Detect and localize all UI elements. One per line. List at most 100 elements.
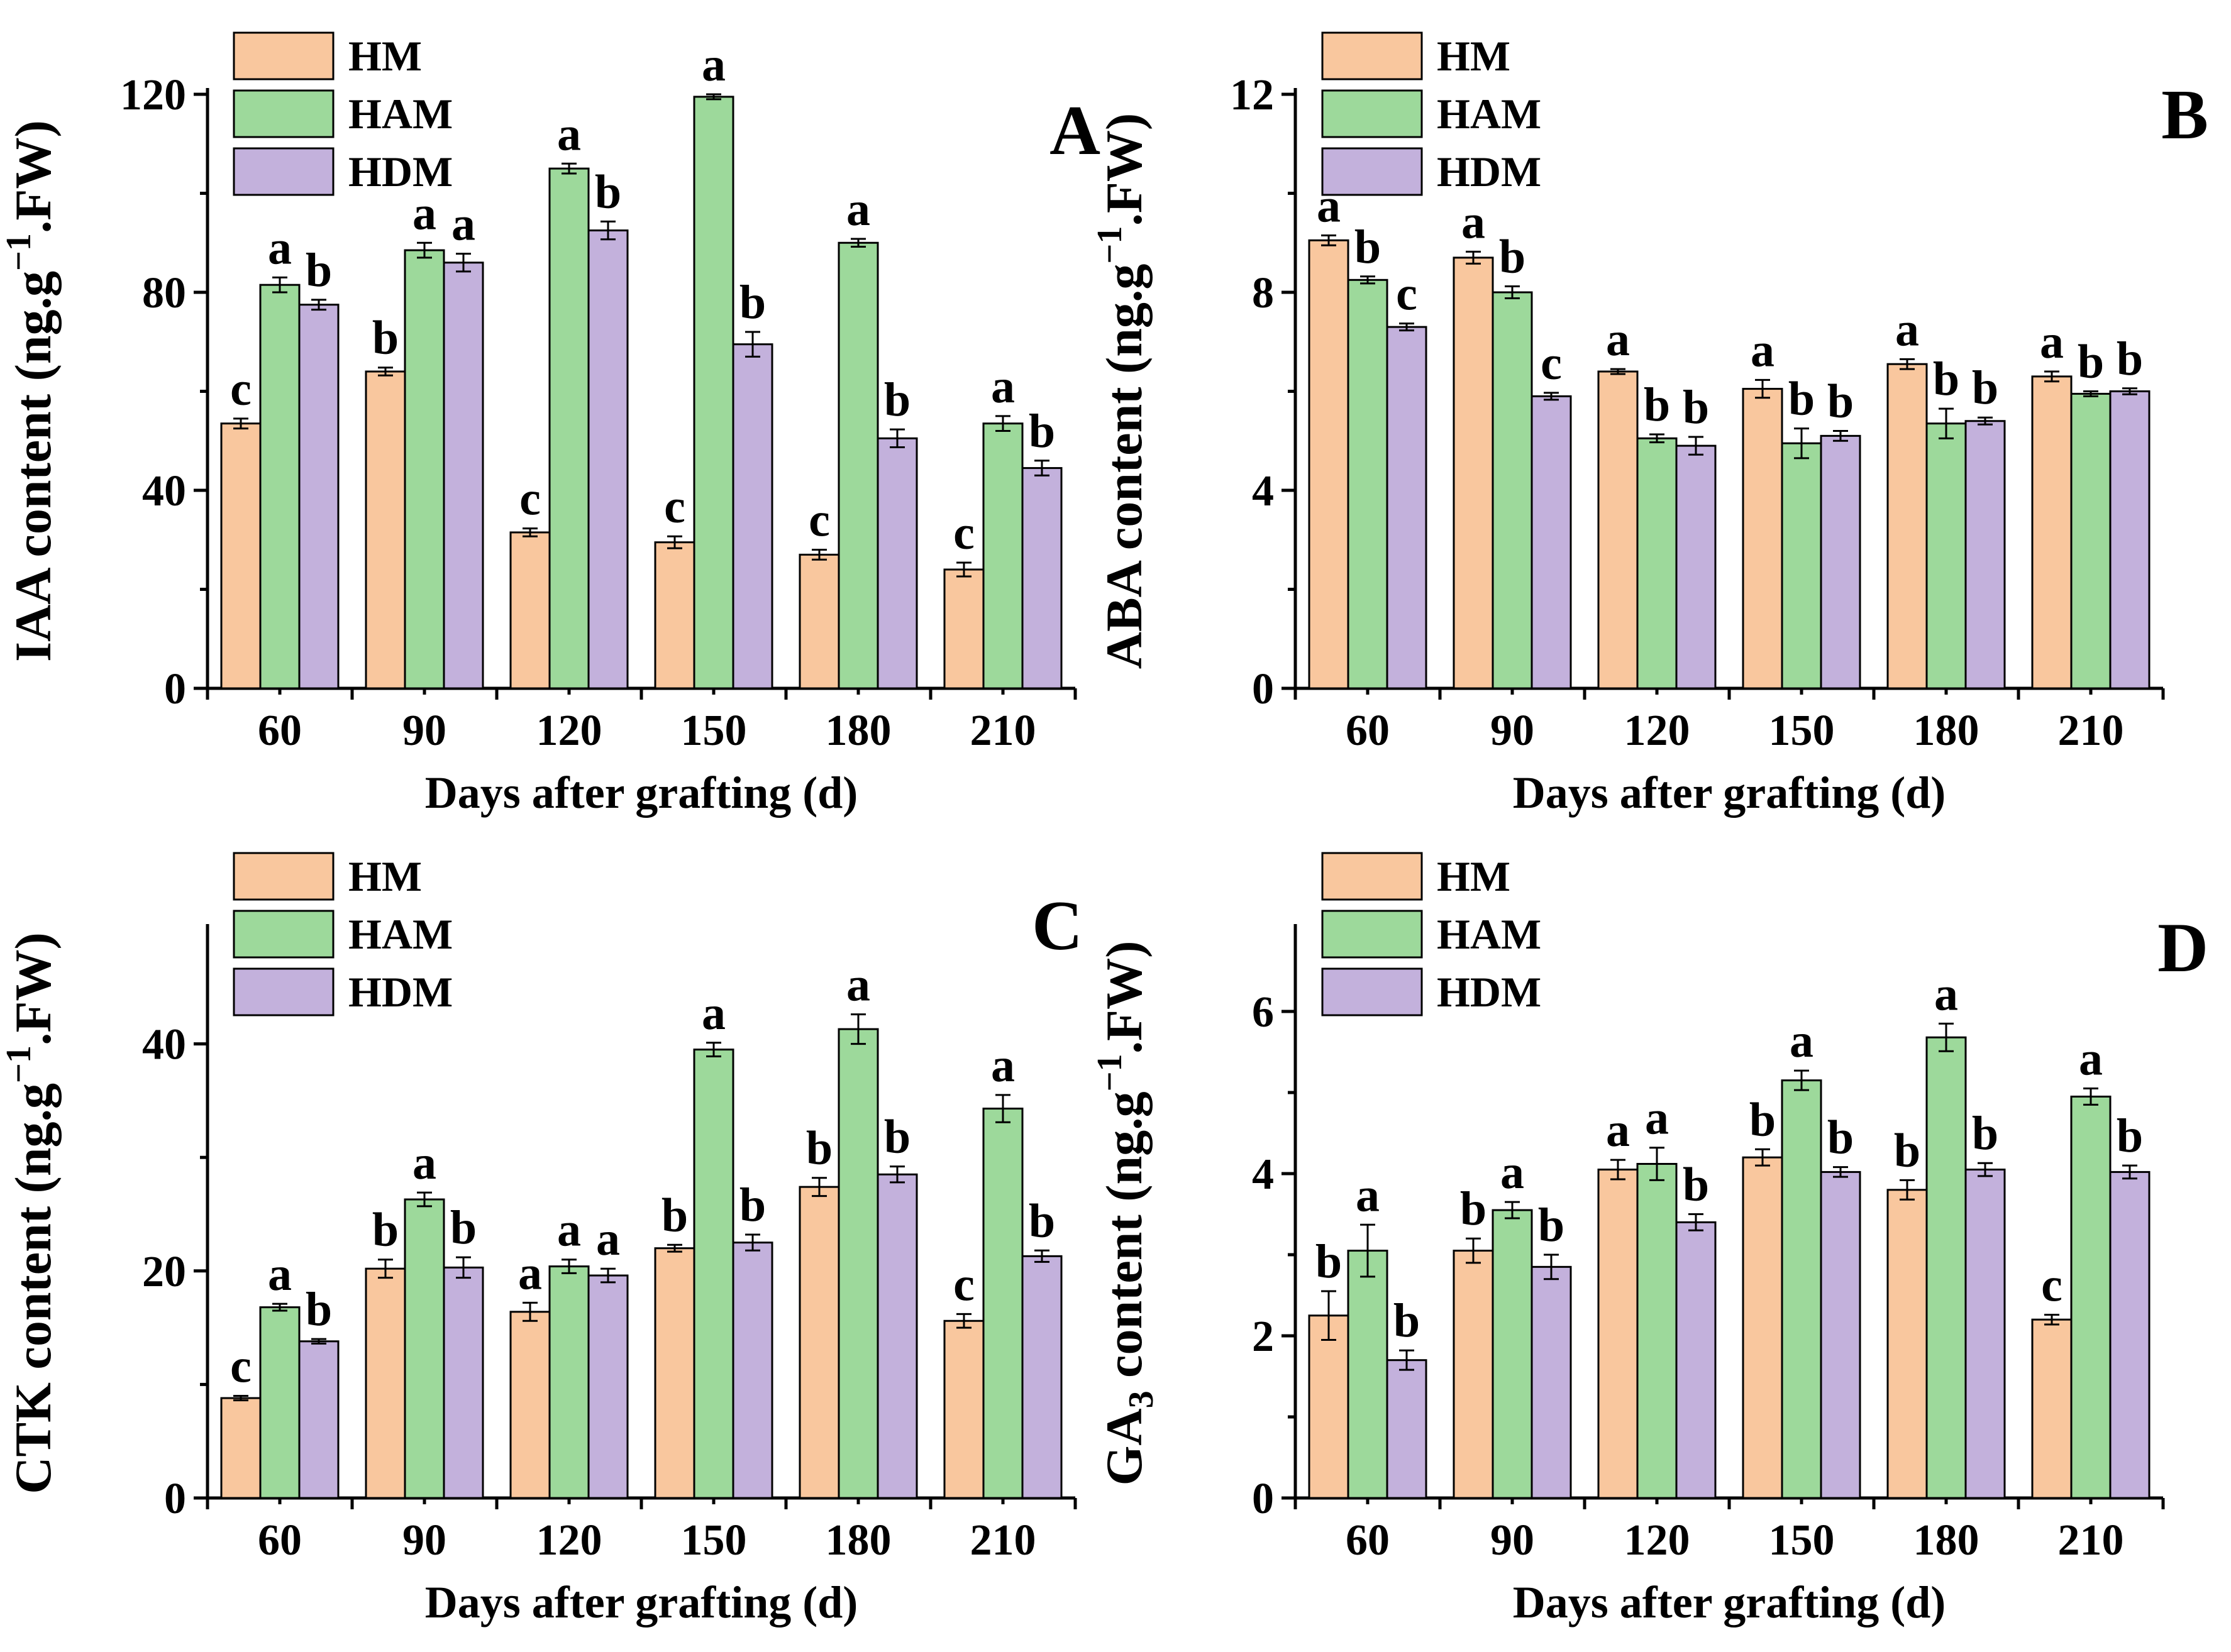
bar-HM-120 xyxy=(1597,370,1639,690)
x-tick-label: 60 xyxy=(1346,707,1390,755)
bar-HAM-210 xyxy=(2070,1095,2112,1499)
panel-letter: D xyxy=(2157,909,2208,987)
significance-letter: a xyxy=(412,1137,436,1189)
bar-HDM-150 xyxy=(1820,434,1861,690)
bar-HM-150 xyxy=(654,541,695,690)
bar-HDM-210 xyxy=(1021,1255,1063,1499)
significance-letter: a xyxy=(557,1204,581,1257)
bar-HDM-60 xyxy=(1386,326,1427,690)
significance-letter: b xyxy=(450,1201,477,1254)
significance-letter: c xyxy=(953,1258,975,1311)
significance-letter: b xyxy=(1315,1235,1342,1288)
bar-HDM-210 xyxy=(2109,1170,2151,1499)
significance-letter: a xyxy=(846,183,870,236)
significance-letter: c xyxy=(1396,268,1417,321)
bar-HM-210 xyxy=(2031,1318,2073,1499)
x-tick-label: 180 xyxy=(826,1516,892,1565)
significance-letter: a xyxy=(451,198,475,251)
bar-HDM-210 xyxy=(1021,467,1063,690)
bar-HM-180 xyxy=(1886,1189,1928,1499)
y-tick-label: 4 xyxy=(1252,467,1274,515)
x-tick-label: 150 xyxy=(681,707,747,755)
significance-letter: c xyxy=(664,480,685,533)
bar-HM-120 xyxy=(509,1311,551,1499)
panel-letter: B xyxy=(2161,76,2208,154)
significance-letter: a xyxy=(1606,1104,1630,1157)
significance-letter: b xyxy=(1644,378,1670,431)
bar-HAM-120 xyxy=(1636,1163,1678,1499)
significance-letter: b xyxy=(806,1122,833,1175)
bar-HM-210 xyxy=(943,1319,985,1499)
significance-letter: b xyxy=(1029,405,1055,458)
significance-letter: c xyxy=(230,363,252,416)
bar-HAM-150 xyxy=(1781,442,1822,690)
legend-label-HDM: HDM xyxy=(1437,148,1541,195)
bar-HM-60 xyxy=(1308,239,1349,690)
significance-letter: a xyxy=(1934,967,1958,1020)
y-tick-label: 8 xyxy=(1252,269,1274,317)
significance-letter: a xyxy=(1751,324,1774,377)
x-tick-label: 180 xyxy=(1913,707,1979,755)
bar-HDM-150 xyxy=(1820,1170,1861,1499)
x-tick-label: 210 xyxy=(970,707,1036,755)
significance-letter: b xyxy=(1683,381,1709,434)
bar-HM-90 xyxy=(1453,1250,1494,1499)
significance-letter: b xyxy=(595,165,621,218)
significance-letter: b xyxy=(306,1283,332,1336)
panel-C: 0 20 40 60 90 120 150 180 210 Days after grafting… xyxy=(0,852,1083,1627)
y-tick-label: 12 xyxy=(1230,71,1274,119)
bar-HDM-90 xyxy=(443,1266,484,1499)
legend-swatch-HAM xyxy=(233,910,335,959)
legend-label-HDM: HDM xyxy=(348,148,453,195)
bar-HAM-150 xyxy=(693,96,734,690)
significance-letter: b xyxy=(1788,373,1815,426)
bar-HAM-120 xyxy=(548,1265,590,1499)
bar-HM-180 xyxy=(799,1186,840,1499)
significance-letter: b xyxy=(1972,1107,1998,1160)
y-tick-label: 0 xyxy=(164,665,186,713)
significance-letter: b xyxy=(372,312,399,365)
x-axis-title: Days after grafting (d) xyxy=(425,1577,858,1627)
significance-letter: a xyxy=(702,38,726,91)
x-axis-title: Days after grafting (d) xyxy=(1513,768,1946,818)
bar-HAM-150 xyxy=(693,1049,734,1499)
bar-HAM-60 xyxy=(1347,1250,1388,1499)
legend-swatch-HM xyxy=(233,31,335,80)
y-tick-label: 20 xyxy=(142,1248,186,1296)
y-tick-label: 120 xyxy=(120,71,186,119)
x-tick-label: 120 xyxy=(1624,707,1690,755)
bar-HAM-210 xyxy=(982,1108,1024,1499)
significance-letter: a xyxy=(702,987,726,1040)
bar-HM-210 xyxy=(2031,375,2073,690)
significance-letter: b xyxy=(884,373,911,426)
significance-letter: b xyxy=(1894,1124,1920,1177)
significance-letter: b xyxy=(1538,1199,1564,1252)
x-tick-label: 210 xyxy=(2058,1516,2124,1565)
x-tick-label: 120 xyxy=(536,1516,602,1565)
bar-HDM-60 xyxy=(298,1340,340,1499)
bar-HM-60 xyxy=(220,1397,262,1499)
legend-label-HM: HM xyxy=(1437,32,1510,80)
y-tick-label: 40 xyxy=(142,1021,186,1069)
significance-letter: c xyxy=(953,507,975,559)
significance-letter: b xyxy=(1460,1182,1486,1235)
significance-letter: b xyxy=(662,1189,688,1242)
x-tick-label: 150 xyxy=(681,1516,747,1565)
legend-label-HM: HM xyxy=(348,32,422,80)
panel-D: 0 2 4 6 60 90 120 150 180 210 Days after grafting … xyxy=(1090,852,2208,1627)
significance-letter: c xyxy=(2041,1258,2062,1311)
significance-letter: b xyxy=(1029,1194,1055,1247)
bar-HDM-60 xyxy=(298,304,340,690)
x-axis-title: Days after grafting (d) xyxy=(1513,1577,1946,1627)
bar-HDM-90 xyxy=(443,262,484,690)
legend-label-HM: HM xyxy=(348,852,422,900)
panel-A: 0 40 80 120 60 90 120 150 180 210 Days after graft… xyxy=(0,31,1100,818)
legend-swatch-HM xyxy=(1321,31,1423,80)
bar-HM-150 xyxy=(654,1247,695,1499)
significance-letter: a xyxy=(268,1248,292,1301)
panel-B: 0 4 8 12 60 90 120 150 180 210 Days after grafting… xyxy=(1090,31,2208,818)
bar-HM-90 xyxy=(365,1267,406,1499)
bar-HAM-180 xyxy=(838,1028,879,1499)
bar-HAM-90 xyxy=(404,1198,445,1499)
significance-letter: b xyxy=(739,276,766,329)
